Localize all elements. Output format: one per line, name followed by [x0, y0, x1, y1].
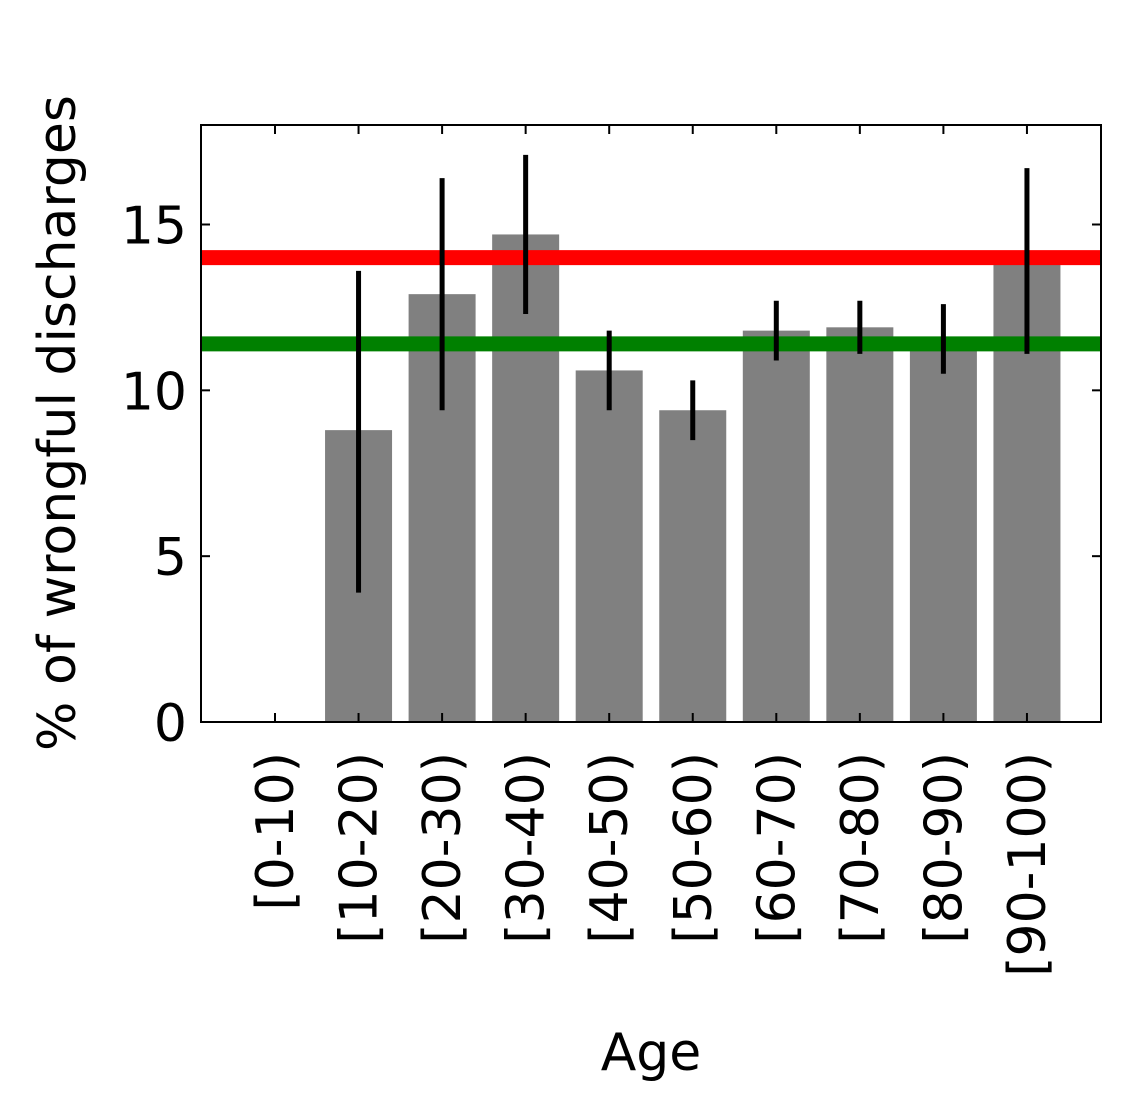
x-tick-label-9: [90-100) [998, 752, 1058, 977]
x-tick-label-8: [80-90) [914, 752, 974, 944]
x-tick-label-6: [60-70) [747, 752, 807, 944]
y-tick-label-3: 15 [121, 197, 187, 257]
y-tick-label-1: 5 [154, 528, 187, 588]
x-tick-label-5: [50-60) [664, 752, 724, 944]
x-tick-label-4: [40-50) [580, 752, 640, 944]
bars-layer [325, 234, 1061, 722]
x-tick-label-3: [30-40) [497, 752, 557, 944]
error-bars-layer [356, 154, 1030, 593]
plot-frame [200, 124, 1102, 723]
x-tick-label-7: [70-80) [831, 752, 891, 944]
y-tick-label-0: 0 [154, 694, 187, 754]
bar-5 [659, 410, 727, 722]
bar-6 [742, 330, 810, 722]
x-tick-label-2: [20-30) [413, 752, 473, 944]
y-tick-labels: 0 5 10 15 [121, 197, 187, 755]
y-tick-label-2: 10 [121, 362, 187, 422]
x-axis-title: Age [601, 1023, 702, 1083]
ticks-layer [201, 125, 1101, 723]
x-tick-labels: [0-10) [10-20) [20-30) [30-40) [40-50) [50-60… [246, 752, 1058, 977]
x-tick-label-0: [0-10) [246, 752, 306, 911]
reference-lines-layer [201, 250, 1101, 352]
x-tick-label-1: [10-20) [330, 752, 390, 944]
bar-4 [575, 370, 643, 722]
bar-8 [909, 343, 977, 722]
y-axis-title: % of wrongful discharges [28, 95, 88, 751]
bar-3 [492, 234, 560, 722]
bar-7 [826, 327, 894, 722]
